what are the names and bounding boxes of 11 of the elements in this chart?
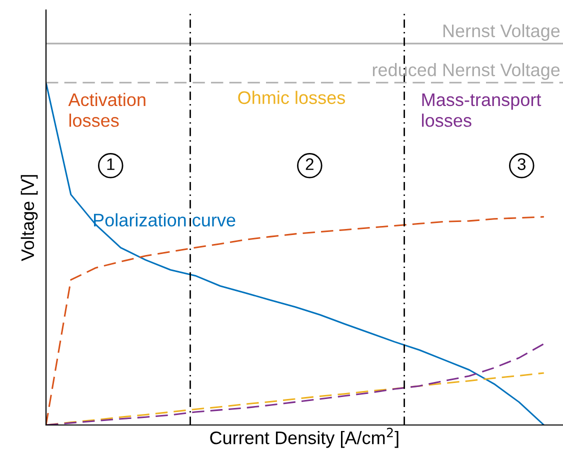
text: Mass-transport losses <box>422 94 542 127</box>
text: Activation losses <box>68 92 146 127</box>
ref-line-label: Nernst Voltage <box>443 24 560 41</box>
annotation: 3 <box>518 158 526 170</box>
y-axis-title: Voltage [V] <box>20 175 38 262</box>
series-label: Polarization curve <box>94 213 236 226</box>
annotation: 2 <box>306 158 314 170</box>
x-axis-title: Current Density [A/cm$^{2}$] <box>210 428 398 448</box>
text: Ohmic losses <box>238 90 345 104</box>
annotation: 1 <box>107 158 114 170</box>
ref-line-label: reduced Nernst Voltage <box>372 63 560 80</box>
